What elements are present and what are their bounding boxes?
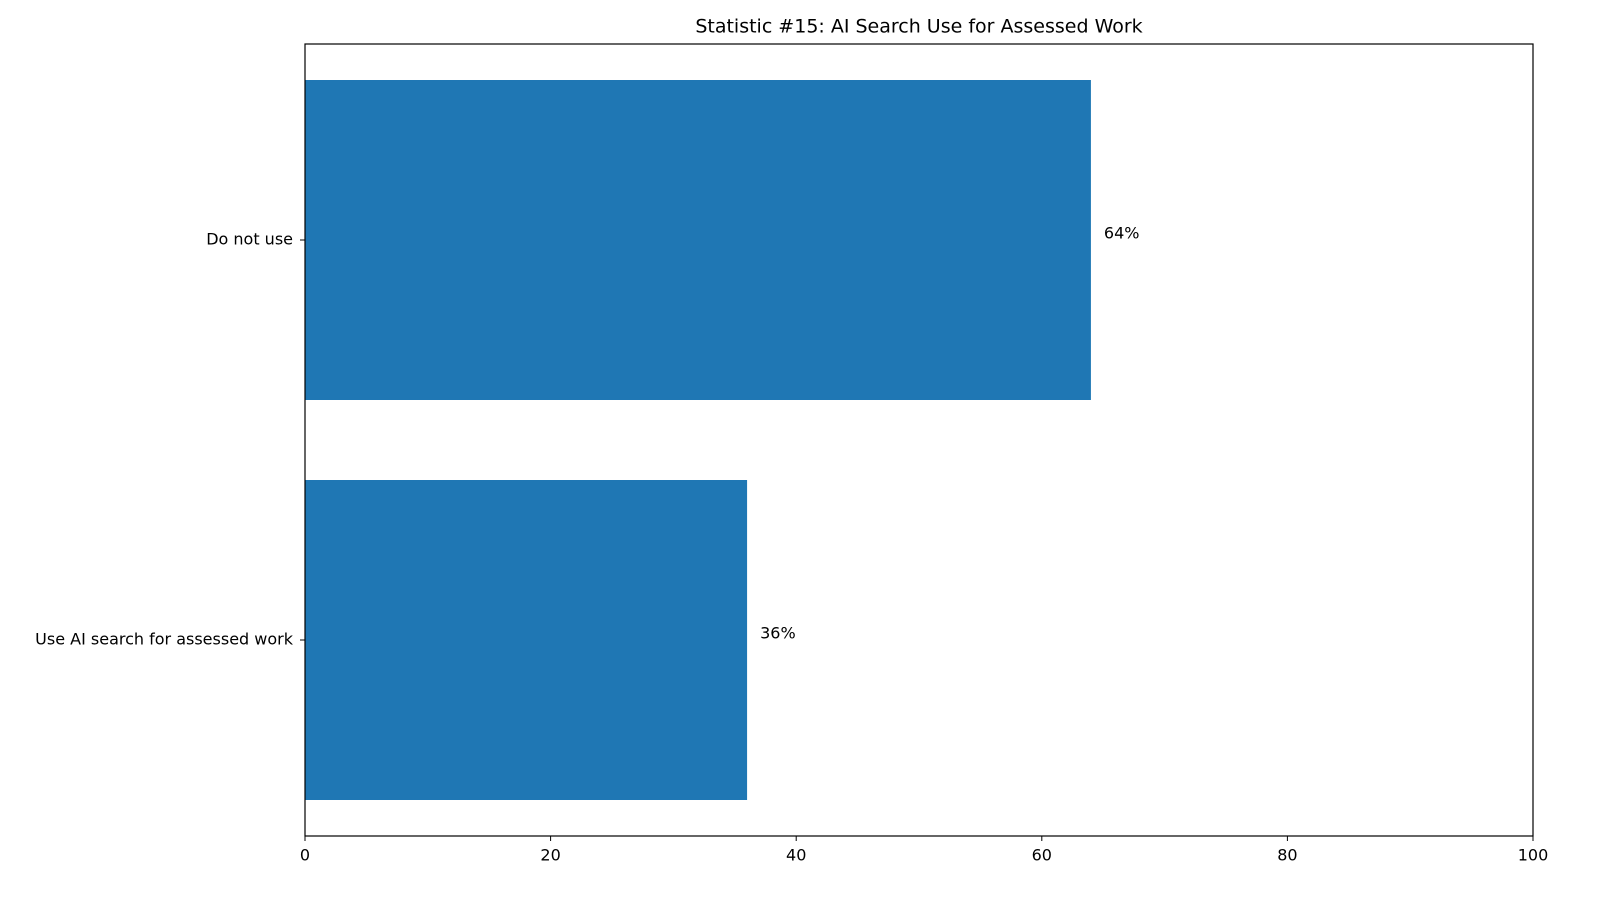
x-tick-label: 80 <box>1277 846 1297 865</box>
plot-frame <box>304 43 1534 837</box>
x-tick-label: 0 <box>300 846 310 865</box>
y-tick-label: Use AI search for assessed work <box>35 630 294 649</box>
value-label: 36% <box>760 624 796 643</box>
value-label: 64% <box>1104 224 1140 243</box>
x-tick-label: 20 <box>540 846 560 865</box>
x-tick-label: 60 <box>1032 846 1052 865</box>
x-tick-label: 100 <box>1518 846 1549 865</box>
bar <box>305 480 748 800</box>
y-tick-label: Do not use <box>206 230 293 249</box>
chart-title: Statistic #15: AI Search Use for Assesse… <box>695 16 1142 38</box>
x-tick-label: 40 <box>786 846 806 865</box>
bar <box>305 80 1091 400</box>
